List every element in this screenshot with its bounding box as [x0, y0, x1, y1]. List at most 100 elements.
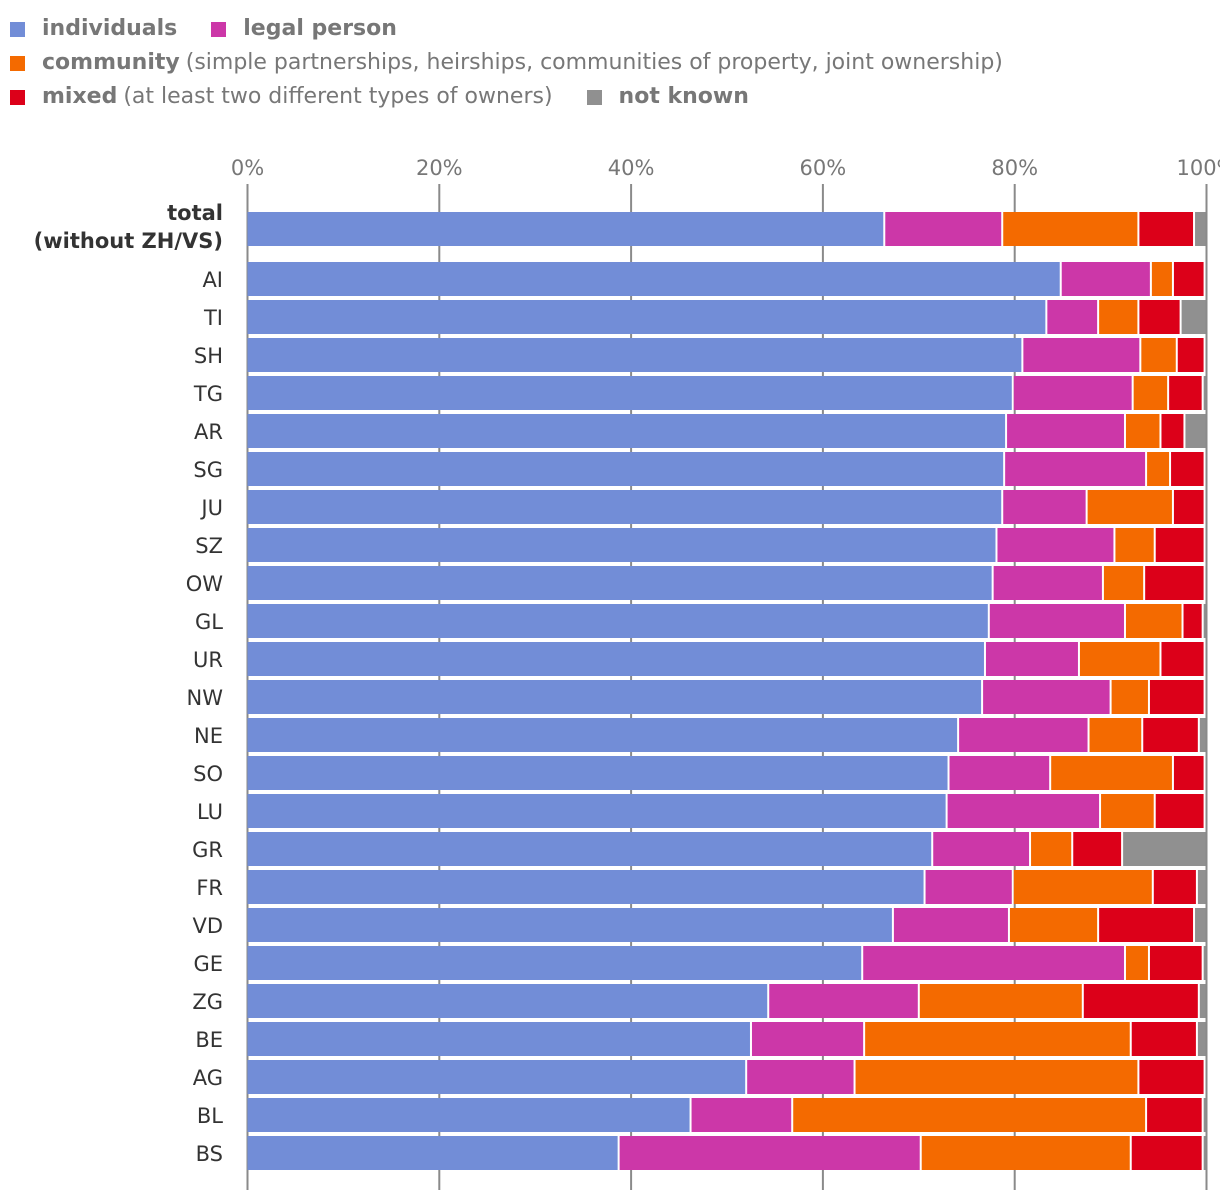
- legend-row-2: community (simple partnerships, heirship…: [10, 46, 1037, 80]
- bar-segment-legal-person: [619, 1136, 920, 1170]
- bar-segment-not-known: [1203, 604, 1206, 638]
- bar-segment-community: [1079, 642, 1160, 676]
- bar-segment-mixed: [1155, 528, 1204, 562]
- category-label: OW: [186, 572, 224, 596]
- category-label: AG: [193, 1066, 223, 1090]
- category-label: VD: [192, 914, 223, 938]
- bar-segment-legal-person: [893, 908, 1008, 942]
- bar-segment-legal-person: [989, 604, 1124, 638]
- bar-segment-individuals: [247, 1060, 746, 1094]
- bar-segment-community: [1101, 794, 1154, 828]
- bar-segment-community: [1013, 870, 1152, 904]
- bar-segment-not-known: [1199, 984, 1206, 1018]
- bar-segment-community: [1147, 452, 1170, 486]
- bar-segment-mixed: [1155, 794, 1204, 828]
- bar-segment-community: [1151, 262, 1172, 296]
- bar-segment-mixed: [1183, 604, 1202, 638]
- bar-segment-community: [1111, 680, 1148, 714]
- category-label: NW: [187, 686, 224, 710]
- bar-segment-individuals: [247, 212, 884, 246]
- bar-segment-individuals: [247, 718, 958, 752]
- bar-segment-legal-person: [1007, 414, 1124, 448]
- x-tick-label: 0%: [231, 156, 264, 180]
- bar-segment-mixed: [1145, 566, 1204, 600]
- bar-segment-community: [1125, 604, 1182, 638]
- bar-segment-mixed: [1177, 338, 1204, 372]
- x-tick-label: 20%: [416, 156, 463, 180]
- bar-segment-legal-person: [947, 794, 1100, 828]
- bar-segment-individuals: [247, 680, 982, 714]
- bar-segment-community: [1103, 566, 1144, 600]
- bar-segment-legal-person: [769, 984, 918, 1018]
- bar-segment-legal-person: [925, 870, 1012, 904]
- legend-label-mixed: mixed: [42, 84, 118, 109]
- bar-segment-community: [1031, 832, 1072, 866]
- category-label: TI: [203, 306, 223, 330]
- bar-segment-not-known: [1203, 1098, 1206, 1132]
- bar-segment-individuals: [247, 642, 984, 676]
- bars: [247, 212, 1206, 1170]
- x-tick-label: 40%: [608, 156, 655, 180]
- bar-segment-individuals: [247, 490, 1002, 524]
- bar-segment-individuals: [247, 604, 988, 638]
- bar-segment-legal-person: [933, 832, 1030, 866]
- category-label: UR: [193, 648, 223, 672]
- bar-segment-individuals: [247, 300, 1046, 334]
- bar-segment-not-known: [1197, 870, 1206, 904]
- bar-segment-community: [1125, 414, 1160, 448]
- category-label: total: [167, 201, 223, 225]
- legend-row-3: mixed (at least two different types of o…: [10, 80, 1037, 114]
- category-label: BL: [197, 1104, 223, 1128]
- category-label: GR: [192, 838, 223, 862]
- bar-segment-not-known: [1203, 1136, 1206, 1170]
- category-label: AR: [194, 420, 223, 444]
- category-label: SZ: [195, 534, 223, 558]
- x-tick-label: 100%: [1176, 156, 1220, 180]
- category-label: GL: [195, 610, 223, 634]
- category-label: BE: [195, 1028, 223, 1052]
- bar-segment-legal-person: [959, 718, 1088, 752]
- bar-segment-mixed: [1169, 376, 1202, 410]
- bar-segment-community: [793, 1098, 1146, 1132]
- legend-label-community: community: [42, 50, 180, 75]
- category-label: BS: [196, 1142, 223, 1166]
- bar-segment-mixed: [1173, 490, 1204, 524]
- category-label: SH: [194, 344, 223, 368]
- bar-segment-mixed: [1139, 300, 1180, 334]
- bar-segment-legal-person: [949, 756, 1050, 790]
- category-labels: total (without ZH/VS) AI TI SH TG AR SG JU SZ OW GL…: [34, 201, 224, 1166]
- bar-segment-legal-person: [1005, 452, 1146, 486]
- bar-segment-mixed: [1131, 1022, 1196, 1056]
- legend-item-mixed: mixed (at least two different types of o…: [10, 80, 553, 114]
- bar-segment-community: [919, 984, 1082, 1018]
- bar-segment-mixed: [1173, 262, 1204, 296]
- x-tick-label: 60%: [800, 156, 847, 180]
- bar-segment-mixed: [1083, 984, 1198, 1018]
- bar-segment-mixed: [1147, 1098, 1202, 1132]
- legend-label-not-known: not known: [618, 84, 749, 109]
- bar-segment-legal-person: [1047, 300, 1098, 334]
- bar-segment-legal-person: [997, 528, 1114, 562]
- bar-segment-mixed: [1143, 718, 1198, 752]
- bar-segment-individuals: [247, 262, 1060, 296]
- bar-segment-mixed: [1139, 1060, 1204, 1094]
- bar-segment-individuals: [247, 908, 892, 942]
- legend-item-not-known: not known: [586, 80, 749, 114]
- bar-segment-legal-person: [885, 212, 1002, 246]
- bar-segment-not-known: [1203, 946, 1206, 980]
- category-label: NE: [194, 724, 223, 748]
- bar-segment-legal-person: [983, 680, 1110, 714]
- bar-segment-mixed: [1139, 212, 1194, 246]
- legend-row-1: individuals legal person: [10, 12, 1037, 46]
- bar-segment-mixed: [1161, 414, 1184, 448]
- category-label: GE: [193, 952, 223, 976]
- bar-segment-individuals: [247, 832, 932, 866]
- bar-segment-mixed: [1149, 680, 1204, 714]
- bar-segment-individuals: [247, 414, 1006, 448]
- legend-item-community: community (simple partnerships, heirship…: [10, 46, 1003, 80]
- x-axis-ticks: 0% 20% 40% 60% 80% 100%: [231, 156, 1220, 180]
- bar-segment-community: [1099, 300, 1138, 334]
- bar-segment-community: [1089, 718, 1142, 752]
- bar-segment-individuals: [247, 338, 1022, 372]
